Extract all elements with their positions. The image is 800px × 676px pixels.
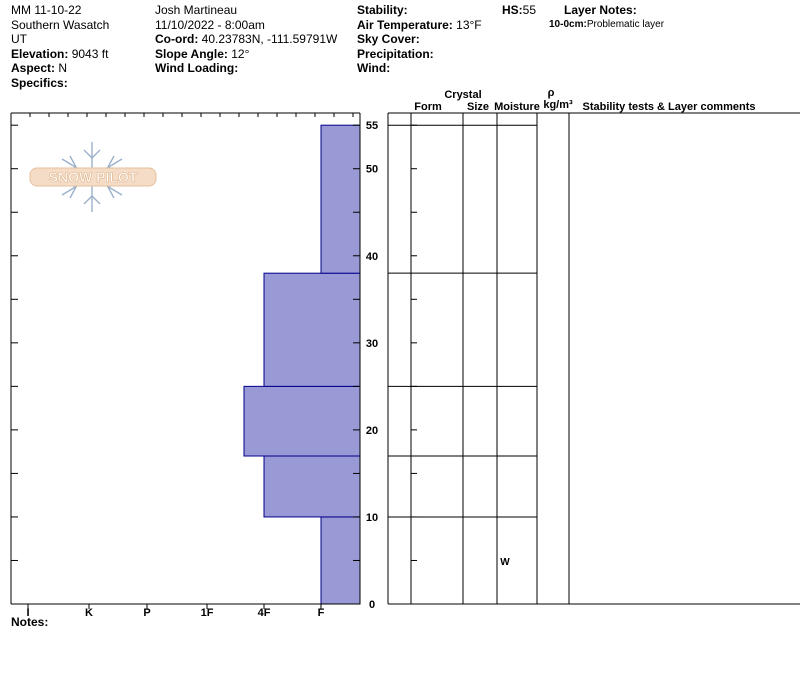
air-temperature: Air Temperature: 13°F	[357, 17, 482, 32]
coordinates: Co-ord: 40.23783N, -111.59791W	[155, 32, 338, 46]
y-tick-label-20: 20	[366, 425, 378, 437]
header-col-2: Josh Martineau 11/10/2022 - 8:00am Co-or…	[155, 3, 337, 76]
col-moisture: Moisture	[494, 101, 540, 113]
layer-table: Crystal Form Size Moisture ρ kg/m³ Stabi…	[387, 87, 800, 605]
y-axis: 0 10 20 30 40 50 55	[366, 120, 378, 611]
col-form: Form	[414, 101, 442, 113]
col-rho: ρ	[548, 87, 555, 99]
y-tick-label-0: 0	[369, 599, 375, 611]
logo-text: SNOW PILOT	[49, 169, 138, 185]
x-tick-label-1F: 1F	[201, 607, 214, 619]
elevation: Elevation: 9043 ft	[11, 46, 109, 61]
moisture-value: W	[500, 557, 510, 568]
aspect: Aspect: N	[11, 61, 68, 75]
slope-angle: Slope Angle: 12°	[155, 46, 250, 61]
stability: Stability:	[357, 3, 408, 17]
precipitation: Precipitation:	[357, 46, 434, 61]
table-ticks	[411, 124, 417, 561]
hardness-bar-4	[320, 124, 361, 274]
x-tick-label-4F: 4F	[258, 607, 271, 619]
x-tick-label-K: K	[85, 607, 93, 619]
hardness-bars	[243, 124, 361, 605]
x-tick-label-F: F	[318, 607, 325, 619]
x-axis: I K P 1F 4F F	[10, 113, 354, 619]
header-col-3: Stability: Air Temperature: 13°F Sky Cov…	[357, 3, 482, 76]
header-col-1: MM 11-10-22 Southern Wasatch UT Elevatio…	[11, 3, 109, 90]
profile-title: MM 11-10-22	[11, 3, 82, 17]
hardness-bar-1	[263, 455, 361, 518]
snow-height: HS:55	[502, 3, 537, 17]
x-tick-label-I: I	[26, 607, 29, 619]
y-tick-label-40: 40	[366, 251, 378, 263]
y-tick-label-50: 50	[366, 164, 378, 176]
state: UT	[11, 32, 27, 46]
y-tick-label-10: 10	[366, 512, 378, 524]
wind: Wind:	[357, 61, 391, 75]
mountain-range: Southern Wasatch	[11, 17, 110, 32]
layer-note: 10-0cm:Problematic layer	[549, 19, 665, 30]
col-size: Size	[467, 101, 489, 113]
datetime: 11/10/2022 - 8:00am	[155, 17, 265, 32]
col-crystal: Crystal	[444, 89, 481, 101]
col-comments: Stability tests & Layer comments	[582, 101, 755, 113]
sky-cover: Sky Cover:	[357, 32, 420, 46]
notes-label: Notes:	[11, 615, 49, 629]
left-ticks	[11, 124, 360, 561]
specifics: Specifics:	[11, 75, 68, 90]
hardness-bar-3	[263, 272, 361, 387]
snowpilot-logo: SNOW PILOT	[29, 142, 157, 212]
wind-loading: Wind Loading:	[155, 61, 239, 75]
observer: Josh Martineau	[155, 3, 238, 17]
layer-notes-heading: Layer Notes:	[564, 3, 637, 17]
hardness-plot: I K P 1F 4F F 0 10 20 30 40 50 55	[10, 112, 378, 619]
x-tick-label-P: P	[143, 607, 150, 619]
y-tick-label-55: 55	[366, 120, 378, 132]
hardness-bar-2	[243, 385, 361, 457]
col-density: kg/m³	[543, 99, 573, 111]
y-tick-label-30: 30	[366, 338, 378, 350]
